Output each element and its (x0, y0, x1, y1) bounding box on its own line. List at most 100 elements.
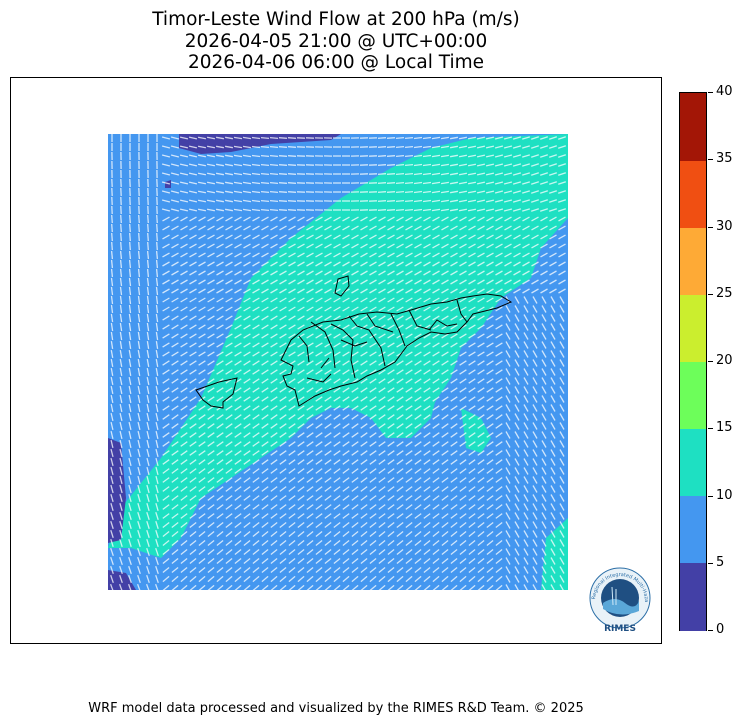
wind-arrow (129, 241, 131, 251)
wind-arrow (207, 432, 215, 438)
wind-arrow (360, 566, 368, 574)
wind-arrow (432, 279, 440, 285)
wind-arrow (523, 422, 529, 430)
wind-arrow (270, 288, 278, 294)
wind-arrow (278, 146, 288, 148)
wind-arrow (171, 566, 179, 574)
wind-arrow (252, 584, 260, 590)
wind-arrow (234, 261, 242, 267)
wind-arrow (216, 360, 224, 366)
wind-arrow (558, 252, 566, 258)
wind-arrow (306, 477, 314, 483)
wind-arrow (207, 566, 215, 574)
wind-arrow (306, 504, 314, 510)
wind-arrow (315, 530, 323, 538)
wind-arrow (405, 234, 413, 240)
wind-arrow (146, 521, 150, 529)
wind-arrow (504, 216, 512, 222)
wind-arrow (441, 279, 449, 285)
wind-arrow (180, 216, 188, 222)
colorbar-tick-label: 10 (716, 488, 733, 503)
wind-arrow (225, 225, 233, 231)
wind-arrow (119, 503, 123, 511)
wind-arrow (486, 477, 494, 483)
wind-arrow (207, 423, 215, 429)
wind-arrow (423, 450, 431, 456)
wind-arrow (396, 333, 404, 339)
wind-arrow (137, 304, 141, 314)
wind-arrow (270, 216, 278, 222)
wind-arrow (404, 199, 414, 203)
wind-arrow (216, 306, 224, 312)
wind-arrow (468, 243, 476, 249)
wind-arrow (137, 295, 141, 305)
wind-arrow (441, 441, 449, 447)
wind-arrow (270, 468, 278, 474)
wind-arrow (532, 332, 538, 340)
wind-arrow (450, 414, 458, 420)
wind-arrow (532, 467, 538, 475)
wind-arrow (120, 223, 122, 233)
wind-arrow (441, 270, 449, 276)
wind-arrow (422, 172, 432, 176)
wind-arrow (224, 181, 234, 185)
wind-arrow (162, 279, 170, 285)
wind-arrow (119, 403, 123, 413)
wind-arrow (541, 404, 547, 412)
wind-arrow (297, 495, 305, 501)
wind-arrow (170, 154, 180, 158)
wind-arrow (450, 513, 458, 519)
wind-arrow (450, 225, 458, 231)
wind-arrow (216, 521, 224, 529)
wind-arrow (128, 430, 132, 440)
wind-arrow (423, 360, 431, 366)
wind-arrow (505, 584, 510, 590)
wind-arrow (315, 521, 323, 529)
wind-arrow (414, 261, 422, 267)
wind-arrow (138, 232, 140, 242)
wind-arrow (468, 315, 476, 321)
wind-arrow (234, 477, 242, 483)
wind-arrow (261, 539, 269, 547)
wind-arrow (405, 270, 413, 276)
wind-arrow (171, 423, 179, 429)
wind-arrow (128, 403, 132, 413)
wind-arrow (351, 288, 359, 294)
wind-arrow (369, 504, 377, 510)
wind-arrow (198, 333, 206, 339)
wind-arrow (315, 450, 323, 456)
wind-arrow (523, 521, 529, 529)
wind-arrow (377, 209, 387, 211)
wind-arrow (189, 450, 197, 456)
wind-arrow (423, 351, 431, 357)
wind-arrow (324, 369, 332, 375)
wind-arrow (432, 450, 440, 456)
wind-arrow (369, 548, 377, 556)
wind-arrow (180, 414, 188, 420)
wind-arrow (171, 378, 179, 384)
wind-arrow (351, 225, 359, 231)
wind-arrow (110, 250, 114, 260)
wind-arrow (504, 270, 512, 276)
wind-arrow (252, 441, 260, 447)
wind-arrow (351, 432, 359, 438)
wind-arrow (369, 575, 377, 583)
wind-arrow (532, 575, 538, 583)
wind-arrow (197, 163, 207, 167)
wind-arrow (146, 322, 150, 332)
wind-arrow (252, 504, 260, 510)
wind-arrow (423, 243, 431, 249)
wind-arrow (495, 539, 503, 547)
wind-arrow (129, 214, 131, 224)
wind-arrow (252, 486, 260, 492)
wind-arrow (216, 342, 224, 348)
wind-arrow (548, 190, 558, 194)
wind-arrow (559, 557, 565, 565)
wind-arrow (360, 297, 368, 303)
wind-arrow (333, 486, 341, 492)
wind-arrow (505, 485, 511, 493)
wind-arrow (414, 369, 422, 375)
wind-arrow (477, 342, 485, 348)
wind-arrow (505, 494, 511, 502)
wind-arrow (396, 306, 404, 312)
